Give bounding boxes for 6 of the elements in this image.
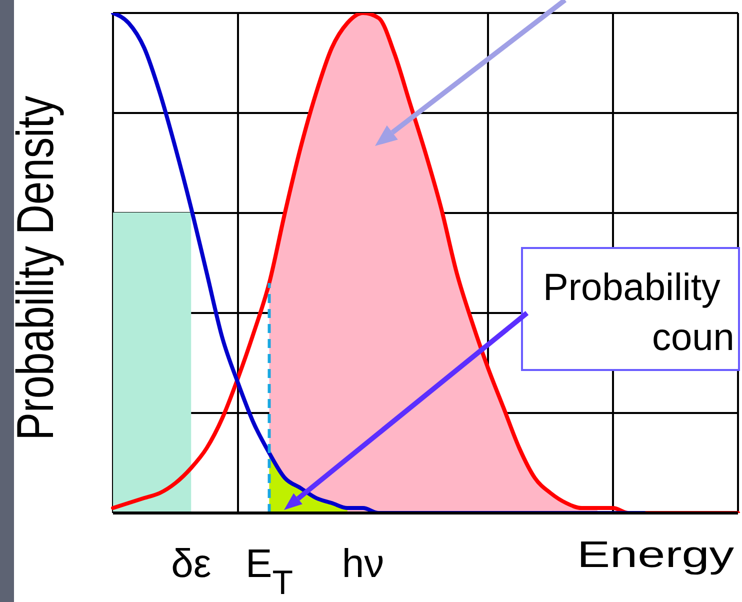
annotation: Probability coun [543, 267, 734, 359]
y-axis-title: Probability Density [6, 95, 64, 440]
x-tick-label: hν [342, 542, 384, 586]
x-axis-title: Energy [577, 534, 734, 576]
x-tick-label: E$_{T}$ [246, 542, 293, 602]
x-tick-label: δε [171, 542, 212, 586]
